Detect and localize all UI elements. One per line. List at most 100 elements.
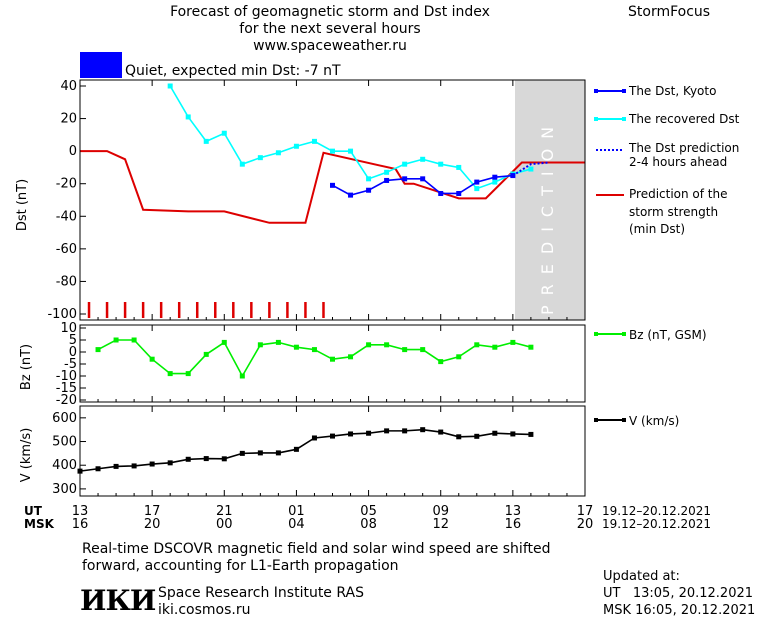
bz-axis-tick-label: -15 <box>56 381 77 396</box>
ut-tick-label: 05 <box>360 504 377 519</box>
bz-point <box>95 347 101 353</box>
kyoto-dst-point <box>420 176 426 182</box>
svg-text:(min Dst): (min Dst) <box>629 222 685 236</box>
bz-point <box>366 342 372 348</box>
ut-tick-label: 09 <box>432 504 449 519</box>
bz-point <box>492 344 498 350</box>
ut-tick-label: 13 <box>505 504 522 519</box>
recovered-dst-point <box>275 150 281 156</box>
bz-point <box>438 359 444 365</box>
msk-tick-label: 00 <box>216 517 233 532</box>
bz-axis-tick-label: -5 <box>64 357 77 372</box>
bz-panel-frame <box>79 324 586 403</box>
ut-date-range: 19.12–20.12.2021 <box>602 504 711 518</box>
dst-panel-frame <box>79 79 586 321</box>
bz-axis-tick-label: -20 <box>56 393 77 408</box>
bz-point <box>149 356 155 362</box>
v-point <box>528 431 534 437</box>
dst-axis-tick-label: 0 <box>69 144 77 159</box>
v-point <box>402 428 408 434</box>
svg-text:The Dst, Kyoto: The Dst, Kyoto <box>628 84 716 98</box>
kyoto-dst-point <box>330 182 335 188</box>
bz-point <box>293 344 299 350</box>
svg-text:Bz (nT, GSM): Bz (nT, GSM) <box>629 328 707 342</box>
bz-axis-tick-label: 0 <box>69 345 77 360</box>
dst-axis-tick-label: 40 <box>60 79 77 94</box>
svg-text:The recovered Dst: The recovered Dst <box>628 112 740 126</box>
msk-tick-label: 16 <box>505 517 522 532</box>
ut-label: UT <box>24 504 43 518</box>
v-point <box>293 446 299 452</box>
msk-tick-label: 12 <box>432 517 449 532</box>
legend-v: V (km/s) <box>594 414 679 428</box>
v-point <box>203 456 209 462</box>
recovered-dst-line <box>169 85 532 190</box>
recovered-dst-point <box>348 148 354 154</box>
bz-point <box>257 342 263 348</box>
legend-storm-strength: Prediction of the storm strength (min Ds… <box>596 187 728 236</box>
bz-line <box>97 339 532 378</box>
ut-tick-label: 13 <box>72 504 89 519</box>
dst-axis-tick-label: 20 <box>60 112 77 127</box>
prediction-band-label: PREDICTION <box>538 117 557 315</box>
msk-date-range: 19.12–20.12.2021 <box>602 517 711 531</box>
recovered-dst-point <box>474 186 480 192</box>
svg-text:The Dst prediction: The Dst prediction <box>628 141 739 155</box>
bz-axis-tick-label: 10 <box>60 321 77 336</box>
kyoto-dst-point <box>474 179 480 185</box>
kyoto-dst-point <box>366 187 372 193</box>
recovered-dst-point <box>167 83 173 89</box>
legend-bz: Bz (nT, GSM) <box>594 328 707 342</box>
source-url[interactable]: www.spaceweather.ru <box>253 38 407 54</box>
msk-label: MSK <box>24 517 55 531</box>
bz-point <box>420 347 426 353</box>
v-axis-tick-label: 400 <box>52 458 77 473</box>
ut-tick-label: 17 <box>577 504 594 519</box>
v-point <box>221 456 227 462</box>
kyoto-dst-point <box>402 176 408 182</box>
bz-point <box>275 339 281 345</box>
svg-text:V (km/s): V (km/s) <box>629 414 679 428</box>
institute-site[interactable]: iki.cosmos.ru <box>158 602 251 618</box>
svg-text:2-4 hours ahead: 2-4 hours ahead <box>629 155 727 169</box>
v-point <box>113 463 119 469</box>
iki-logo: ИКИ <box>80 584 156 617</box>
bz-point <box>510 339 516 345</box>
ut-tick-label: 17 <box>144 504 161 519</box>
ut-tick-label: 01 <box>288 504 305 519</box>
v-line <box>79 428 531 472</box>
v-axis-tick-label: 300 <box>52 482 77 497</box>
legend-dst-prediction: The Dst prediction 2-4 hours ahead <box>596 141 739 169</box>
msk-tick-label: 04 <box>288 517 305 532</box>
msk-tick-label: 08 <box>360 517 377 532</box>
bz-point <box>456 354 462 360</box>
bz-point <box>330 356 335 362</box>
prediction-band <box>515 80 585 320</box>
bz-point <box>203 351 209 357</box>
recovered-dst-point <box>402 161 408 167</box>
dst-axis-label: Dst (nT) <box>15 179 30 231</box>
bz-axis-tick-label: -10 <box>56 369 77 384</box>
bz-point <box>185 371 191 377</box>
v-point <box>167 460 173 466</box>
v-point <box>149 461 155 467</box>
kyoto-dst-point <box>384 177 390 183</box>
bz-axis-tick-label: 5 <box>69 333 77 348</box>
v-axis-label: V (km/s) <box>19 428 34 483</box>
v-point <box>330 433 335 439</box>
dst-axis-tick-label: -20 <box>56 177 77 192</box>
msk-tick-label: 20 <box>577 517 594 532</box>
bz-point <box>474 342 480 348</box>
recovered-dst-point <box>366 176 372 182</box>
recovered-dst-point <box>293 143 299 149</box>
v-point <box>384 428 390 434</box>
status-color-box <box>80 52 122 78</box>
bz-axis-label: Bz (nT) <box>19 344 34 390</box>
v-axis-tick-label: 500 <box>52 435 77 450</box>
msk-tick-label: 20 <box>144 517 161 532</box>
v-point <box>311 435 317 441</box>
legend-dst-recovered: The recovered Dst <box>594 112 740 126</box>
v-point <box>131 463 137 469</box>
kyoto-dst-point <box>456 190 462 196</box>
